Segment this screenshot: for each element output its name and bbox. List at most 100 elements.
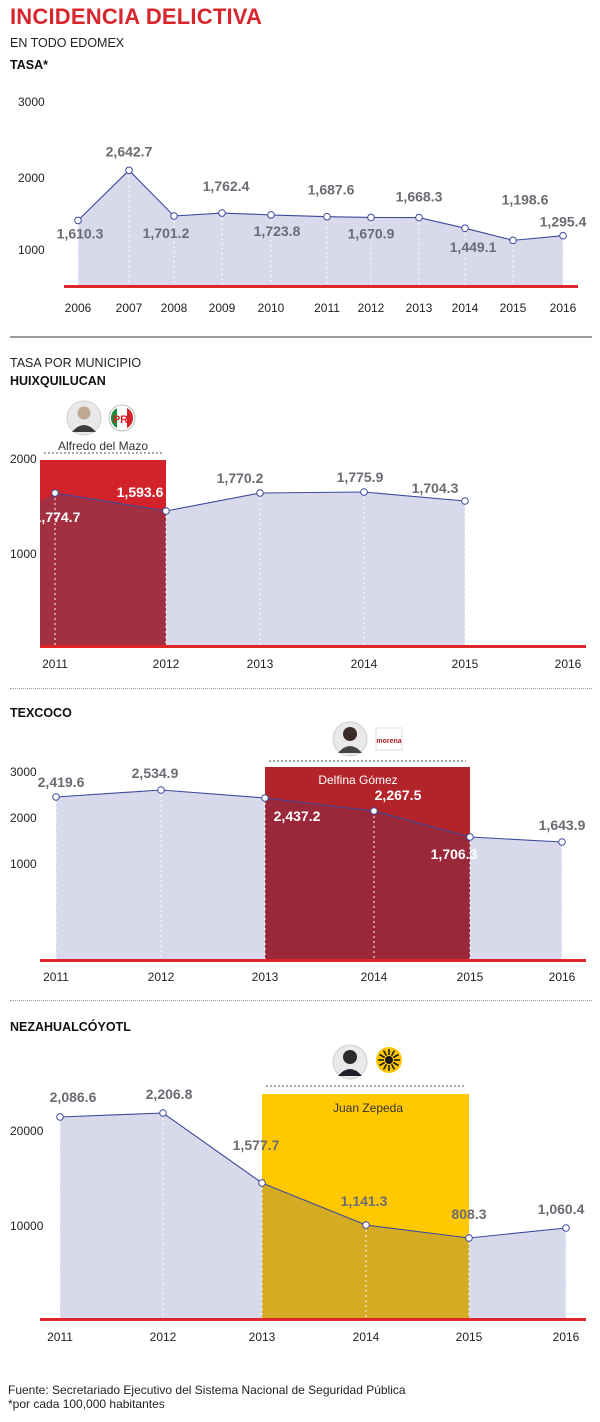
data-point [509,236,517,245]
y-tick-label: 10000 [10,1219,44,1233]
texcoco-title: TEXCOCO [10,706,72,720]
data-label: 1,668.3 [396,189,443,205]
x-tick-label: 2015 [500,301,527,315]
y-tick-label: 2000 [10,452,37,466]
pri-logo-text: PRI [113,414,131,426]
prd-logo-ray [379,1061,386,1067]
avatar-head [343,727,357,741]
chart-nezahualcoyotl-svg: 10000 20000 2011 2012 2013 2014 2015 2016 2,086.… [10,1044,586,1344]
data-label: 2,437.2 [274,808,321,824]
data-label: 808.3 [451,1206,486,1222]
y-tick-label: 2000 [10,811,37,825]
municipal-label: TASA POR MUNICIPIO [10,356,142,370]
data-point [74,216,82,225]
data-label: 1,670.9 [348,225,395,241]
avatar-body [338,1069,362,1076]
data-label: 1,770.2 [217,470,264,486]
prd-logo-ray [390,1050,396,1057]
x-tick-label: 2013 [249,1330,276,1344]
footer-note: *por cada 100,000 habitantes [8,1397,165,1411]
prd-logo-ray [379,1053,386,1059]
chart-texcoco-svg: 1000 2000 3000 2011 2012 2013 2014 2015 2016 2,41… [10,721,586,984]
data-point [559,231,567,240]
data-label: 1,141.3 [341,1193,388,1209]
data-label: 1,060.4 [538,1201,585,1217]
x-tick-label: 2012 [148,970,175,984]
highlight-overlay [265,798,470,959]
x-tick-label: 2013 [247,657,274,671]
data-point [367,213,375,222]
x-tick-label: 2011 [42,657,68,671]
data-point [162,507,170,515]
data-label: 1,449.1 [450,239,497,255]
data-point [562,1224,570,1232]
data-label: 1,706.3 [431,846,478,862]
data-point [218,209,226,217]
x-tick-label: 2009 [209,301,236,315]
data-point [415,213,423,222]
footer: Fuente: Secretariado Ejecutivo del Siste… [8,1383,406,1411]
x-tick-label: 2007 [116,301,143,315]
y-tick-label: 20000 [10,1124,44,1138]
page-subtitle: EN TODO EDOMEX [10,36,125,50]
data-label: 1,701.2 [143,225,190,241]
chart-huixquilucan-svg: 1000 2000 2011 2012 2013 2014 2015 2016 1,774.7 1… [10,400,586,671]
data-label: 1,610.3 [57,225,104,241]
avatar-head [77,406,91,420]
data-point [170,212,178,220]
prd-logo-ray [392,1061,399,1067]
avatar-body [338,746,362,753]
data-point [461,497,469,505]
y-tick-label: 1000 [10,857,37,871]
data-point [360,488,368,496]
data-point [461,224,469,233]
footer-source: Fuente: Secretariado Ejecutivo del Siste… [8,1383,406,1397]
x-tick-label: 2014 [361,970,388,984]
huixquilucan-title: HUIXQUILUCAN [10,374,106,388]
data-label: 1,198.6 [502,191,549,207]
data-point [261,794,269,802]
x-tick-label: 2011 [314,301,340,315]
data-point [323,212,331,221]
y-tick-label: 3000 [18,95,45,109]
y-tick-label: 2000 [18,171,45,185]
prd-logo-ray [392,1053,399,1059]
x-tick-label: 2015 [457,970,484,984]
x-tick-label: 2014 [351,657,378,671]
data-label: 1,723.8 [254,223,301,239]
data-label: 1,775.9 [337,469,384,485]
data-label: 2,534.9 [132,765,179,781]
x-tick-label: 2012 [358,301,385,315]
data-label: 1,643.9 [539,817,586,833]
y-tick-label: 3000 [10,765,37,779]
data-point [51,489,59,497]
prd-logo-ray [390,1063,396,1070]
data-label: 1,762.4 [203,178,250,194]
section-divider [10,336,592,338]
data-label: 1,687.6 [308,182,355,198]
x-tick-label: 2010 [258,301,285,315]
x-tick-label: 2006 [65,301,92,315]
politician-name: Juan Zepeda [333,1101,403,1115]
data-label: 2,206.8 [146,1086,193,1102]
data-label: 2,419.6 [38,774,85,790]
data-point [52,793,60,801]
section-divider [10,688,592,689]
y-tick-label: 1000 [18,243,45,257]
x-tick-label: 2011 [47,1330,73,1344]
data-point [466,833,474,841]
y-tick-label: 1000 [10,547,37,561]
data-label: 1,295.4 [540,214,587,230]
rate-label: TASA* [10,58,48,72]
series-line [55,789,563,843]
area-fill [78,170,563,285]
data-point [465,1234,473,1242]
data-label: 2,086.6 [50,1089,97,1105]
x-tick-label: 2014 [452,301,479,315]
data-label: 1,577.7 [233,1137,280,1153]
x-tick-label: 2015 [456,1330,483,1344]
data-point [362,1221,370,1229]
nezahualcoyotl-title: NEZAHUALCÓYOTL [10,1020,131,1034]
x-tick-label: 2016 [549,970,576,984]
data-point [256,489,264,497]
